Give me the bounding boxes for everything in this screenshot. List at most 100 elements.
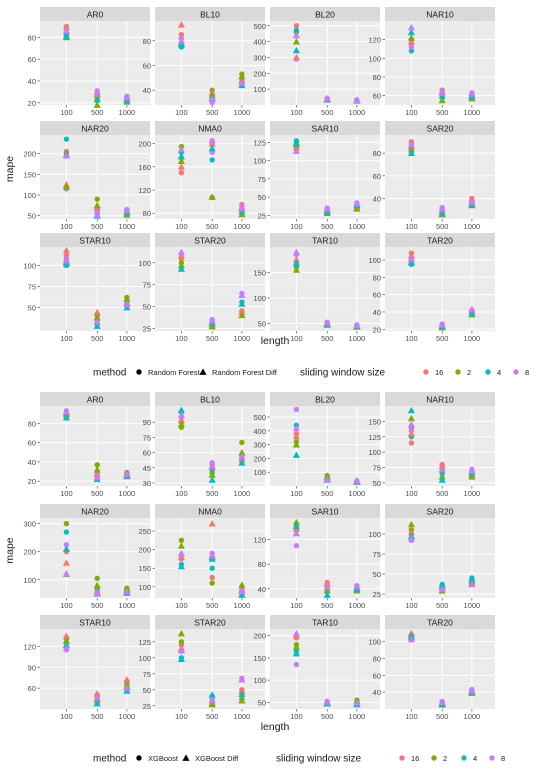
- y-tick-label: 100: [23, 191, 36, 200]
- data-point: [292, 147, 300, 154]
- legend: method Random Forest Random Forest Diff sli…: [93, 368, 529, 379]
- y-tick-label: 80: [373, 654, 381, 663]
- x-tick-label: 1000: [234, 489, 251, 498]
- y-tick-label: 100: [138, 654, 151, 663]
- x-tick-label: 100: [290, 489, 303, 498]
- facet-title: AR0: [87, 395, 104, 405]
- facet-star10: STAR10 50 75 100 100 500 1000: [23, 233, 150, 343]
- facet-strip: [270, 392, 380, 406]
- data-point: [123, 206, 131, 214]
- data-point: [93, 466, 101, 473]
- data-point: [93, 101, 101, 108]
- data-point: [123, 97, 131, 104]
- data-point: [177, 420, 185, 428]
- facet-strip: [155, 615, 265, 629]
- x-tick-label: 100: [60, 222, 73, 231]
- x-tick-label: 1000: [234, 712, 251, 721]
- data-point: [293, 27, 300, 34]
- data-point: [93, 473, 101, 481]
- facet-title: BL10: [200, 10, 220, 20]
- facet-panel: [385, 135, 495, 219]
- facet-strip: [40, 233, 150, 247]
- data-point: [123, 93, 131, 101]
- y-tick-label: 50: [258, 698, 266, 707]
- facet-title: STAR20: [194, 236, 226, 246]
- facet-nar20: NAR20 100 200 300 100 500 1000: [23, 504, 150, 610]
- x-tick-label: 500: [321, 222, 334, 231]
- x-tick-label: 500: [206, 489, 219, 498]
- facet-sar20: SAR20 25 50 75 100 100 500 1000: [368, 504, 495, 610]
- y-tick-label: 100: [138, 583, 151, 592]
- data-point: [94, 462, 100, 468]
- data-point: [238, 311, 246, 319]
- data-point: [93, 581, 101, 589]
- facet-panel: [40, 135, 150, 219]
- facet-title: BL20: [315, 395, 335, 405]
- x-tick-label: 100: [290, 108, 303, 117]
- facet-strip: [385, 121, 495, 135]
- data-point: [123, 303, 131, 311]
- data-point: [208, 193, 216, 200]
- data-point: [238, 79, 246, 86]
- data-point: [62, 545, 70, 552]
- y-tick-label: 30: [143, 479, 151, 488]
- y-tick-label: 500: [253, 413, 266, 422]
- data-point: [468, 580, 476, 588]
- data-point: [93, 201, 101, 209]
- y-tick-label: 125: [138, 638, 151, 647]
- y-tick-label: 40: [143, 86, 151, 95]
- data-point: [238, 204, 246, 212]
- facet-title: NAR20: [81, 124, 109, 134]
- data-point: [292, 432, 300, 440]
- data-point: [62, 32, 70, 40]
- data-point: [293, 23, 300, 29]
- data-point: [93, 95, 101, 103]
- data-point: [94, 196, 100, 202]
- x-tick-label: 1000: [349, 601, 366, 610]
- data-point: [62, 413, 70, 421]
- facet-panel: [155, 21, 265, 105]
- legend-window-label: 4: [473, 754, 477, 763]
- legend-triangle-marker: [182, 754, 190, 761]
- y-tick-label: 40: [373, 195, 381, 204]
- x-tick-label: 100: [405, 712, 418, 721]
- y-tick-label: 125: [368, 433, 381, 442]
- x-tick-label: 500: [321, 334, 334, 343]
- data-point: [63, 520, 70, 527]
- legend-window-swatch: [399, 755, 405, 761]
- facet-strip: [270, 233, 380, 247]
- data-point: [62, 183, 70, 190]
- data-point: [177, 406, 185, 413]
- data-point: [292, 643, 300, 650]
- x-tick-label: 1000: [234, 334, 251, 343]
- y-tick-label: 80: [143, 37, 151, 46]
- data-point: [93, 694, 101, 701]
- y-tick-label: 100: [368, 256, 381, 265]
- facet-sar10: SAR10 40 80 120 100 500 1000: [253, 504, 380, 610]
- facet-tar20: TAR20 40 60 80 100 100 500 1000: [368, 615, 495, 721]
- data-point: [93, 211, 101, 218]
- data-point: [438, 585, 446, 593]
- data-point: [438, 698, 446, 706]
- legend-window-label: 2: [443, 754, 447, 763]
- y-tick-label: 100: [138, 259, 151, 268]
- y-tick-label: 60: [373, 291, 381, 300]
- y-tick-label: 150: [138, 564, 151, 573]
- data-point: [177, 261, 185, 269]
- facet-panel: [270, 21, 380, 105]
- x-tick-label: 100: [60, 489, 73, 498]
- x-tick-label: 1000: [234, 222, 251, 231]
- data-point: [468, 575, 476, 582]
- data-point: [407, 141, 415, 149]
- data-point: [177, 655, 185, 662]
- x-tick-label: 100: [175, 601, 188, 610]
- y-tick-label: 50: [143, 686, 151, 695]
- facet-strip: [385, 7, 495, 21]
- x-tick-label: 1000: [464, 712, 481, 721]
- facet-panel: [385, 629, 495, 709]
- y-tick-label: 200: [138, 546, 151, 555]
- data-point: [63, 529, 70, 535]
- data-point: [208, 95, 216, 102]
- y-tick-label: 160: [138, 163, 151, 172]
- data-point: [177, 646, 185, 653]
